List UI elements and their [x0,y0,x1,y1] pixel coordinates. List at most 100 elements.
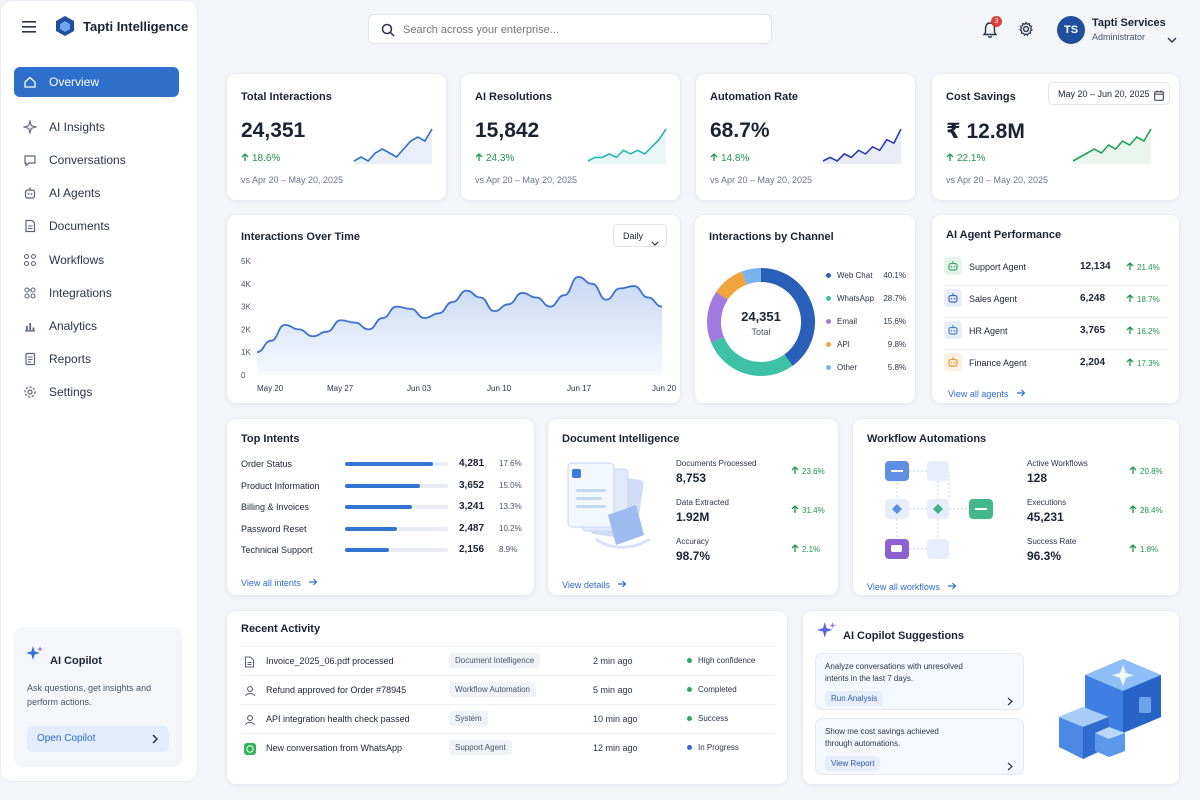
agent-delta: 16.2% [1126,326,1160,336]
stat-label: Active Workflows [1027,459,1088,468]
card-title: Top Intents [241,433,300,445]
arrow-up-icon [791,466,802,476]
suggestion-action-button[interactable]: Run Analysis [825,691,884,706]
suggestion-action-button[interactable]: View Report [825,756,881,771]
activity-row[interactable]: New conversation from WhatsApp Support Ag… [241,733,775,762]
legend-item: API 9.8% [826,340,906,349]
suggestion-text: Analyze conversations with unresolved [825,662,963,671]
stat-value: 1.92M [676,510,710,524]
view-all-intents-link[interactable]: View all intents [241,573,318,591]
sidebar-item-workflows[interactable]: Workflows [14,245,179,275]
y-tick-label: 4K [241,280,251,289]
intent-bar-fill [345,505,412,509]
sidebar-item-label: Conversations [49,153,126,167]
arrow-up-icon [1129,544,1140,554]
home-icon [23,75,37,89]
sidebar-item-reports[interactable]: Reports [14,344,179,374]
activity-text: Refund approved for Order #78945 [266,685,407,695]
view-details-link[interactable]: View details [562,575,627,593]
x-tick-label: Jun 17 [567,384,592,393]
intent-value: 3,241 [459,501,485,512]
arrow-right-icon [1016,384,1026,401]
y-tick-label: 0 [241,371,246,380]
kpi-comparison: vs Apr 20 – May 20, 2025 [475,175,578,185]
agent-value: 6,248 [1080,293,1106,304]
kpi-value: ₹ 12.8M [946,120,1025,143]
donut-slice-web-chat[interactable] [760,268,815,366]
interactions-by-channel-card: Interactions by Channel 24,351 Total Web… [694,214,916,404]
chevron-right-icon [1007,693,1013,711]
view-all-agents-link[interactable]: View all agents [948,384,1026,402]
sparkline-line [1072,128,1152,162]
sparkline-area [1073,129,1151,164]
sidebar-item-analytics[interactable]: Analytics [14,311,179,341]
avatar[interactable]: TS [1057,16,1085,44]
copilot-desc: Ask questions, get insights and perform … [27,683,152,707]
intent-row[interactable]: Technical Support 2,156 8.9% [241,543,526,557]
intent-name: Order Status [241,459,293,469]
user-name[interactable]: Tapti Services [1092,17,1166,29]
activity-text: Invoice_2025_06.pdf processed [266,656,394,666]
intent-percent: 15.0% [499,480,522,490]
intent-value: 3,652 [459,479,485,491]
chevron-down-icon[interactable] [1167,30,1177,48]
donut-slice-email[interactable] [707,291,728,343]
intent-row[interactable]: Product Information 3,652 15.0% [241,479,526,493]
activity-row[interactable]: API integration health check passed Syste… [241,704,775,733]
gear-icon[interactable] [1018,21,1034,42]
card-title: AI Copilot Suggestions [843,630,964,642]
activity-row[interactable]: Invoice_2025_06.pdf processed Document In… [241,646,775,675]
intent-name: Billing & Invoices [241,502,310,512]
stat-label: Success Rate [1027,537,1077,546]
app-name: Tapti Intelligence [83,19,189,34]
search-icon [381,23,395,42]
search-input[interactable] [403,21,763,38]
agent-row[interactable]: Sales Agent 6,248 18.7% [944,287,1169,318]
divider [944,317,1169,318]
sidebar-item-documents[interactable]: Documents [14,211,179,241]
sidebar-item-integrations[interactable]: Integrations [14,278,179,308]
activity-text: New conversation from WhatsApp [266,743,403,753]
intent-row[interactable]: Password Reset 2,487 10.2% [241,522,526,536]
user-icon [244,713,256,731]
agent-row[interactable]: HR Agent 3,765 16.2% [944,319,1169,350]
agent-value: 12,134 [1080,261,1111,272]
bell-icon[interactable]: 3 [982,16,1002,44]
view-all-workflows-link[interactable]: View all workflows [867,577,957,595]
intent-row[interactable]: Order Status 4,281 17.6% [241,457,526,471]
suggestion-item[interactable]: Analyze conversations with unresolved int… [815,653,1024,710]
date-range-picker[interactable]: May 20 – Jun 20, 2025 [1048,82,1170,105]
kpi-card-total-interactions: Total Interactions 24,351 18.6% vs Apr 20 –… [226,73,447,201]
intent-bar-track [345,526,448,531]
intent-value: 2,487 [459,522,485,534]
chat-icon [23,153,37,167]
status-dot [687,716,692,721]
sidebar-item-conversations[interactable]: Conversations [14,145,179,175]
chevron-right-icon [151,732,159,750]
donut-slice-api[interactable] [716,271,748,300]
granularity-select[interactable]: Daily [613,224,667,247]
intent-row[interactable]: Billing & Invoices 3,241 13.3% [241,500,526,514]
agent-row[interactable]: Finance Agent 2,204 17.3% [944,351,1169,377]
agent-row[interactable]: Support Agent 12,134 21.4% [944,255,1169,286]
sidebar-item-settings[interactable]: Settings [14,377,179,407]
sidebar-item-ai-agents[interactable]: AI Agents [14,178,179,208]
activity-row[interactable]: Refund approved for Order #78945 Workflow… [241,675,775,704]
open-copilot-button[interactable]: Open Copilot [27,726,169,752]
workflow-diagram-icon [879,459,1009,564]
donut-slice-whatsapp[interactable] [711,336,793,376]
stat-delta: 31.4% [791,505,825,515]
search-bar[interactable] [368,14,772,44]
sidebar-item-overview[interactable]: Overview [14,67,179,97]
menu-icon[interactable] [22,20,36,33]
intent-bar-fill [345,548,390,552]
suggestion-item[interactable]: Show me cost savings achieved through aut… [815,718,1024,775]
recent-activity-card: Recent Activity Invoice_2025_06.pdf proc… [226,610,788,785]
donut-slice-other[interactable] [741,268,762,285]
sparkline-line [822,128,902,162]
x-tick-label: Jun 10 [487,384,512,393]
sidebar-item-ai-insights[interactable]: AI Insights [14,112,179,142]
calendar-icon [1154,88,1164,106]
stat-block: Documents Processed 8,753 23.6% [676,459,831,493]
stat-value: 128 [1027,471,1048,485]
